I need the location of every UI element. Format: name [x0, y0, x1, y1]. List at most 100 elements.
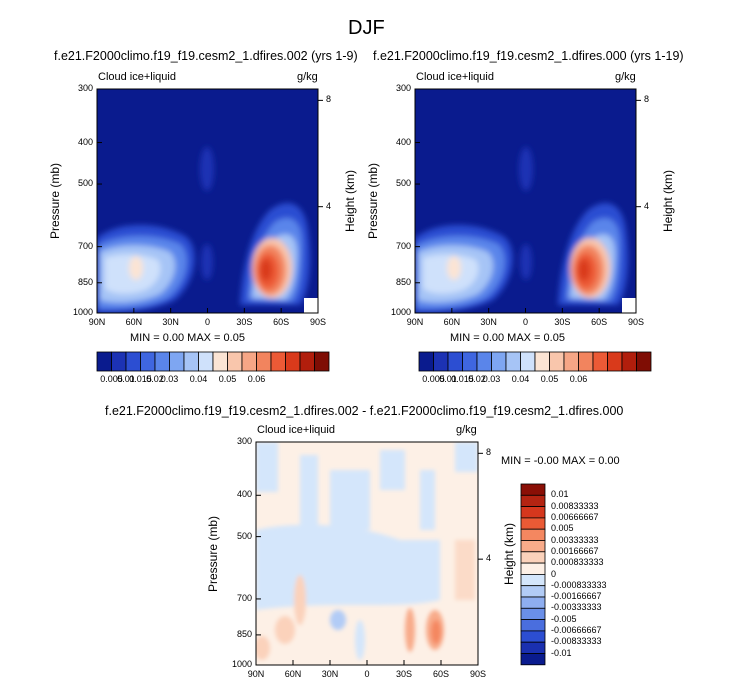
panel-2-units-label: g/kg: [615, 71, 636, 83]
y2-tick-label: 4: [486, 553, 492, 564]
colorbar-label: 0.04: [511, 374, 530, 384]
y-tick-label: 400: [395, 136, 411, 147]
panel-2-ylabel: Pressure (mb): [366, 163, 380, 240]
x-tick-label: 90N: [247, 669, 265, 679]
colorbar-label: -0.01: [551, 647, 572, 658]
panel-diff-ylabel: Pressure (mb): [206, 516, 220, 593]
y-tick-label: 500: [77, 178, 93, 189]
panel-diff-minmax: MIN = -0.00 MAX = 0.00: [501, 455, 620, 467]
colorbar-panel-2: [418, 351, 652, 372]
x-tick-label: 60S: [432, 669, 449, 679]
x-tick-label: 90N: [406, 317, 424, 327]
colorbar-label: 0.005: [551, 523, 574, 534]
colorbar-label: 0.01: [551, 489, 569, 500]
panel-diff-y2label: Height (km): [502, 523, 516, 586]
panel-diff-variable-label: Cloud ice+liquid: [257, 424, 335, 436]
y2-tick-label: 8: [644, 94, 650, 105]
y-tick-label: 300: [236, 436, 252, 446]
colorbar-label: 0.01: [439, 374, 457, 384]
x-tick-label: 60N: [284, 669, 302, 679]
panel-1-minmax: MIN = 0.00 MAX = 0.05: [130, 332, 245, 344]
x-tick-label: 30S: [554, 317, 571, 327]
colorbar-label: -0.000833333: [551, 579, 607, 590]
x-tick-label: 60S: [273, 317, 290, 327]
page-title: DJF: [348, 17, 385, 39]
panel-2-minmax: MIN = 0.00 MAX = 0.05: [450, 332, 565, 344]
colorbar-label: 0.00333333: [551, 534, 599, 545]
colorbar-label: 0.05: [218, 374, 237, 384]
panel-1-units-label: g/kg: [297, 71, 318, 83]
panel-1-variable-label: Cloud ice+liquid: [98, 71, 176, 83]
y-tick-label: 700: [395, 240, 411, 251]
y-tick-label: 1000: [72, 307, 93, 317]
colorbar-label: 0.04: [189, 374, 208, 384]
y-tick-label: 700: [236, 592, 252, 603]
y2-tick-label: 4: [644, 200, 650, 211]
colorbar-label: 0.000833333: [551, 557, 604, 568]
x-tick-label: 30N: [321, 669, 339, 679]
x-tick-label: 60N: [125, 317, 143, 327]
y2-tick-label: 8: [486, 447, 492, 458]
colorbar-label: 0.02: [468, 374, 486, 384]
colorbar-panel-1: [96, 351, 330, 372]
colorbar-label: -0.00166667: [551, 591, 602, 602]
panel-diff-title: f.e21.F2000climo.f19_f19.cesm2_1.dfires.…: [105, 404, 624, 418]
colorbar-label: 0.06: [247, 374, 266, 384]
heatmap-panel-1: [97, 89, 318, 313]
x-tick-label: 30S: [395, 669, 412, 679]
y-tick-label: 850: [395, 276, 411, 287]
colorbar-label: 0.03: [482, 374, 501, 384]
heatmap-panel-diff: [256, 442, 478, 665]
y-tick-label: 850: [77, 276, 93, 287]
y-tick-label: 400: [77, 136, 93, 147]
panel-2-title: f.e21.F2000climo.f19_f19.cesm2_1.dfires.…: [373, 49, 684, 63]
y-tick-label: 850: [236, 628, 252, 639]
colorbar-label: 0.005: [422, 374, 445, 384]
colorbar-label: 0.06: [569, 374, 588, 384]
panel-1-y2label: Height (km): [343, 170, 357, 233]
x-tick-label: 60N: [443, 317, 461, 327]
x-tick-label: 90N: [88, 317, 106, 327]
colorbar-panel-diff: [520, 483, 546, 666]
y2-tick-label: 8: [326, 94, 332, 105]
colorbar-label: 0.03: [160, 374, 179, 384]
colorbar-label: 0: [551, 568, 557, 579]
y-tick-label: 500: [236, 530, 252, 541]
x-tick-label: 90S: [627, 317, 644, 327]
colorbar-label: 0.005: [100, 374, 123, 384]
colorbar-label: 0.02: [146, 374, 164, 384]
panel-1-title: f.e21.F2000climo.f19_f19.cesm2_1.dfires.…: [54, 49, 358, 63]
colorbar-label: 0.01: [117, 374, 135, 384]
y-tick-label: 500: [395, 178, 411, 189]
x-tick-label: 0: [364, 669, 370, 679]
y-tick-label: 700: [77, 240, 93, 251]
heatmap-panel-2: [415, 89, 636, 313]
x-tick-label: 0: [522, 317, 528, 327]
x-tick-label: 30S: [236, 317, 253, 327]
panel-2-y2label: Height (km): [661, 170, 675, 233]
y-tick-label: 300: [77, 83, 93, 93]
y-tick-label: 300: [395, 83, 411, 93]
y-tick-label: 1000: [231, 659, 252, 669]
y-tick-label: 400: [236, 489, 252, 500]
x-tick-label: 30N: [480, 317, 497, 327]
colorbar-label: 0.015: [129, 374, 152, 384]
colorbar-label: 0.00166667: [551, 545, 599, 556]
colorbar-label: -0.00833333: [551, 636, 602, 647]
colorbar-label: -0.00333333: [551, 602, 602, 613]
panel-2-variable-label: Cloud ice+liquid: [416, 71, 494, 83]
colorbar-label: 0.015: [451, 374, 474, 384]
x-tick-label: 0: [204, 317, 210, 327]
y-tick-label: 1000: [390, 307, 411, 317]
panel-1-ylabel: Pressure (mb): [48, 163, 62, 240]
colorbar-label: 0.00666667: [551, 511, 599, 522]
y2-tick-label: 4: [326, 200, 332, 211]
colorbar-label: 0.05: [540, 374, 559, 384]
x-tick-label: 90S: [309, 317, 326, 327]
x-tick-label: 60S: [591, 317, 608, 327]
x-tick-label: 30N: [162, 317, 179, 327]
colorbar-label: -0.00666667: [551, 625, 602, 636]
colorbar-label: 0.00833333: [551, 500, 599, 511]
colorbar-label: -0.005: [551, 613, 577, 624]
